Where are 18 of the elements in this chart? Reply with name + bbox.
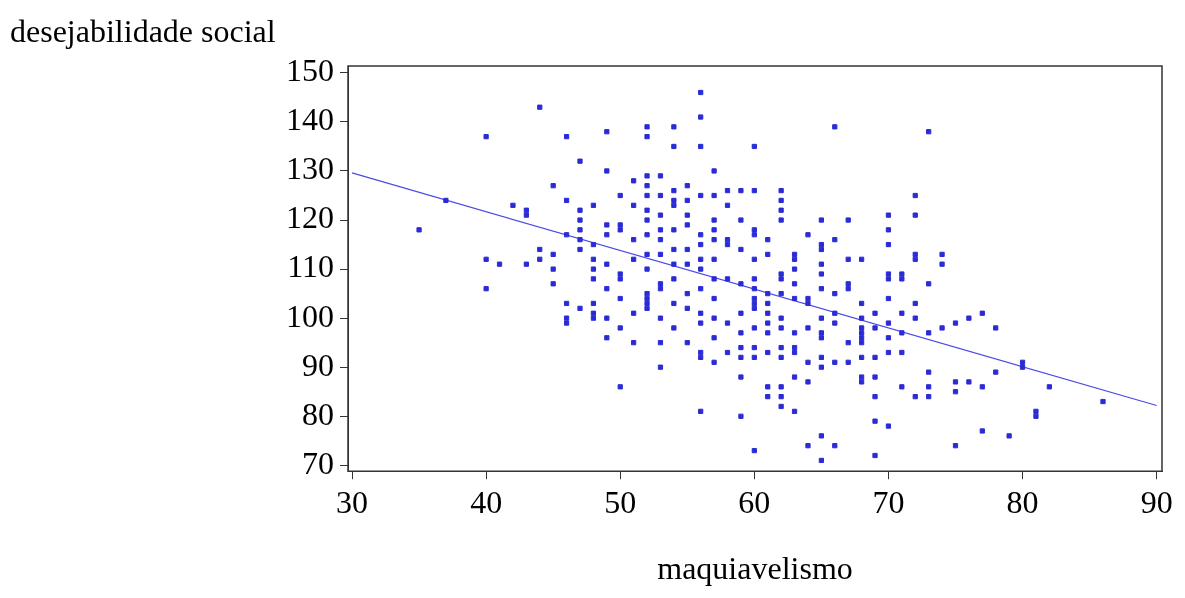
x-tick-label: 50 — [604, 483, 637, 520]
y-tick-label: 140 — [286, 101, 334, 138]
y-tick-label: 80 — [302, 395, 334, 432]
y-tick-label: 120 — [286, 199, 334, 236]
x-tick-label: 90 — [1140, 483, 1173, 520]
x-tick-label: 40 — [470, 483, 503, 520]
y-tick-label: 130 — [286, 150, 334, 187]
x-axis-title: maquiavelismo — [657, 550, 853, 587]
x-tick-label: 60 — [738, 483, 771, 520]
y-tick-label: 70 — [302, 444, 334, 481]
y-axis-title: desejabilidade social — [10, 13, 276, 49]
x-tick-label: 30 — [336, 483, 369, 520]
y-tick-label: 150 — [286, 52, 334, 89]
y-tick-label: 110 — [287, 248, 334, 285]
y-tick-label: 100 — [286, 297, 334, 334]
x-tick-label: 70 — [872, 483, 905, 520]
y-tick-label: 90 — [302, 346, 334, 383]
x-tick-label: 80 — [1006, 483, 1039, 520]
